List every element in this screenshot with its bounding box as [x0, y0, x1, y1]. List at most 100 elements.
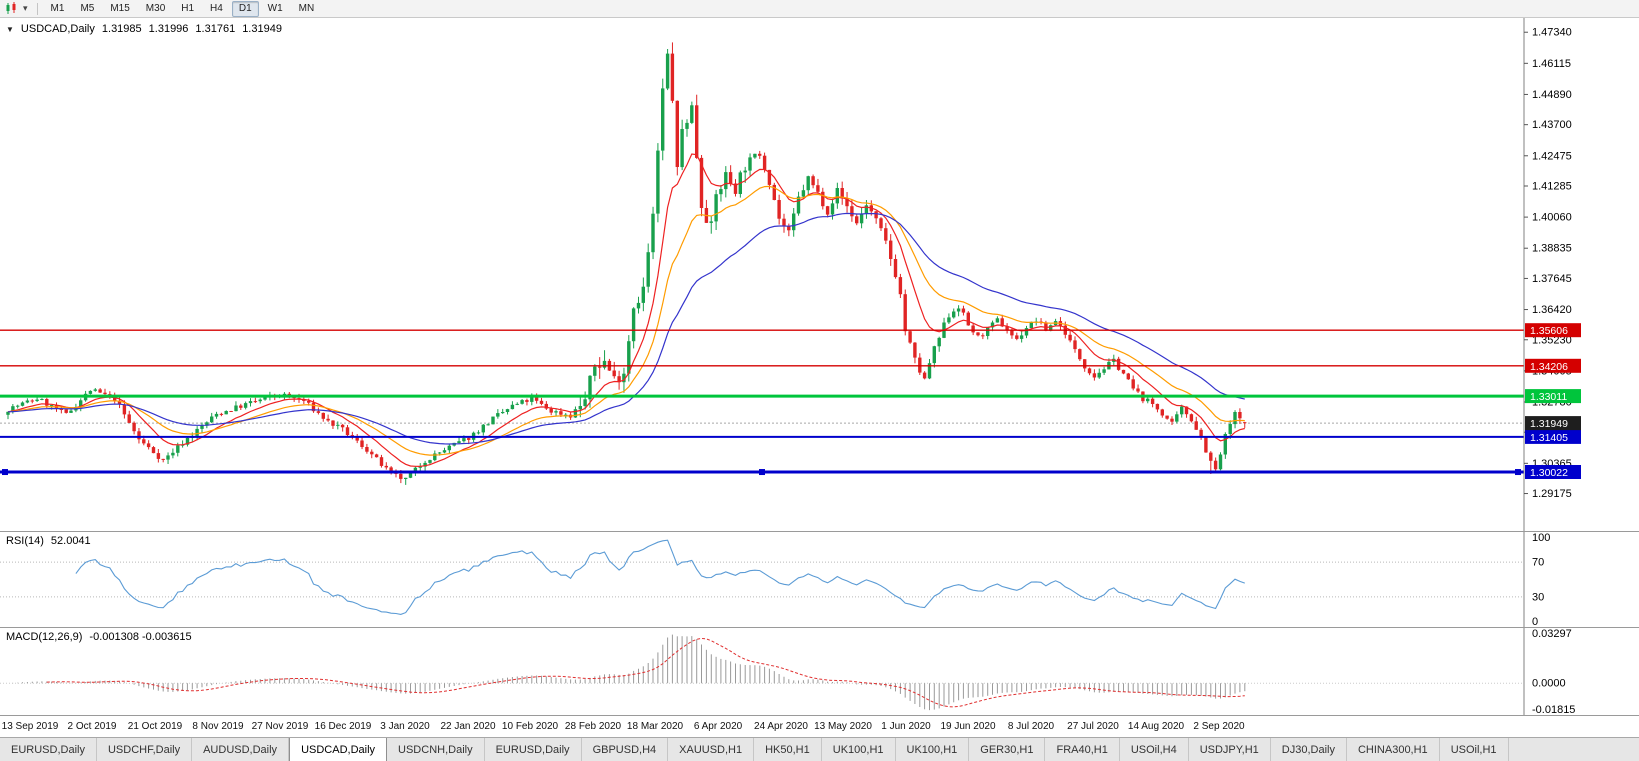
chart-tab-fra40-h1[interactable]: FRA40,H1 [1045, 738, 1120, 761]
moving-average-line-slow[interactable] [7, 212, 1245, 445]
price-badge [1525, 416, 1581, 431]
panel-separator[interactable] [0, 715, 1639, 716]
timeframe-button-m15[interactable]: M15 [110, 2, 130, 14]
macd-axis-label: -0.01815 [1532, 704, 1575, 715]
timeframe-button-m5[interactable]: M5 [80, 2, 95, 14]
timeframe-button-m1[interactable]: M1 [50, 2, 65, 14]
chart-tab-dj30-daily[interactable]: DJ30,Daily [1270, 738, 1347, 761]
rsi-canvas[interactable]: 100 70 30 0 [0, 532, 1639, 627]
price-axis-label: 1.36420 [1532, 304, 1572, 316]
rsi-axis-label: 0 [1532, 616, 1538, 627]
rsi-indicator-panel[interactable]: 100 70 30 0 RSI(14) 52.0041 [0, 532, 1639, 627]
chart-tab-usoil-h4[interactable]: USOil,H4 [1119, 738, 1189, 761]
chart-tab-usdcad-daily[interactable]: USDCAD,Daily [289, 738, 388, 761]
macd-signal-line [46, 637, 1245, 708]
chart-tab-audusd-daily[interactable]: AUDUSD,Daily [192, 738, 290, 761]
date-label: 28 Feb 2020 [564, 721, 622, 732]
chart-tab-hk50-h1[interactable]: HK50,H1 [754, 738, 822, 761]
date-label: 16 Dec 2019 [314, 721, 372, 732]
rsi-axis-label: 30 [1532, 591, 1544, 603]
line-handle[interactable] [759, 469, 765, 476]
date-label: 8 Jul 2020 [1007, 721, 1055, 732]
date-label: 10 Feb 2020 [501, 721, 559, 732]
date-label: 18 Mar 2020 [626, 721, 684, 732]
panel-separator[interactable] [0, 531, 1639, 532]
timeframe-button-d1[interactable]: D1 [231, 0, 259, 17]
price-chart-panel[interactable]: 1.47340 1.46115 1.44890 1.43700 1.42475 1.412… [0, 18, 1639, 531]
panel-separator[interactable] [0, 627, 1639, 628]
price-badge [1525, 389, 1581, 404]
rsi-line [75, 539, 1245, 615]
chart-tab-usoil-h1[interactable]: USOil,H1 [1439, 738, 1509, 761]
chart-tabs-bar: EURUSD,Daily USDCHF,Daily AUDUSD,Daily USDC… [0, 737, 1639, 761]
moving-average-line-fast[interactable] [7, 153, 1245, 468]
price-badge-label: 1.34206 [1530, 361, 1568, 373]
macd-axis-label: 0.0000 [1532, 678, 1566, 690]
macd-canvas[interactable]: 0.03297 0.0000 -0.01815 [0, 628, 1639, 715]
date-label: 21 Oct 2019 [127, 721, 183, 732]
chart-type-dropdown-icon[interactable]: ▾ [23, 3, 28, 13]
price-axis-label: 1.46115 [1532, 58, 1571, 70]
timeframe-button-mn[interactable]: MN [298, 2, 315, 14]
date-label: 2 Oct 2019 [67, 721, 117, 732]
date-label: 8 Nov 2019 [192, 721, 244, 732]
chart-tab-eurusd-daily[interactable]: EURUSD,Daily [484, 738, 582, 761]
timeframe-button-h1[interactable]: H1 [181, 2, 195, 14]
date-label: 13 Sep 2019 [1, 721, 59, 732]
price-badge-label: 1.31949 [1530, 418, 1568, 430]
price-badge-label: 1.30022 [1530, 467, 1568, 479]
price-axis-label: 1.43700 [1532, 119, 1572, 131]
price-axis-label: 1.40060 [1532, 212, 1572, 224]
chart-tab-xauusd-h1[interactable]: XAUUSD,H1 [668, 738, 755, 761]
date-label: 22 Jan 2020 [440, 721, 496, 732]
chart-tab-china300-h1[interactable]: CHINA300,H1 [1346, 738, 1440, 761]
price-axis-label: 1.42475 [1532, 150, 1572, 162]
macd-indicator-panel[interactable]: 0.03297 0.0000 -0.01815 MACD(12,26,9) -0.0… [0, 628, 1639, 715]
date-label: 2 Sep 2020 [1193, 721, 1245, 732]
timeframe-buttons: M1 M5 M15 M30 H1 H4 D1 W1 MN [44, 0, 322, 17]
time-axis[interactable]: 13 Sep 2019 2 Oct 2019 21 Oct 2019 8 Nov 20… [0, 716, 1639, 737]
price-axis-label: 1.29175 [1532, 488, 1572, 500]
price-badge-label: 1.35606 [1530, 325, 1568, 337]
price-badge [1525, 323, 1581, 338]
date-label: 14 Aug 2020 [1127, 721, 1185, 732]
price-axis-label: 1.47340 [1532, 27, 1572, 39]
macd-axis-label: 0.03297 [1532, 628, 1572, 640]
chart-tab-eurusd-daily[interactable]: EURUSD,Daily [0, 738, 97, 761]
rsi-axis-label: 100 [1532, 532, 1550, 544]
price-axis-label: 1.38835 [1532, 243, 1572, 255]
chart-tab-usdchf-daily[interactable]: USDCHF,Daily [96, 738, 193, 761]
chart-tab-usdcnh-daily[interactable]: USDCNH,Daily [387, 738, 485, 761]
timeframe-button-h4[interactable]: H4 [210, 2, 223, 14]
chart-tab-uk100-h1[interactable]: UK100,H1 [821, 738, 896, 761]
price-axis-label: 1.37645 [1532, 273, 1572, 285]
line-handle[interactable] [1515, 469, 1521, 476]
price-badge-label: 1.31405 [1530, 432, 1568, 444]
chart-tab-ger30-h1[interactable]: GER30,H1 [969, 738, 1046, 761]
moving-average-line-medium[interactable] [7, 185, 1245, 456]
timeframe-button-m30[interactable]: M30 [145, 2, 166, 14]
timeframe-button-w1[interactable]: W1 [267, 2, 283, 14]
chart-toolbar: ▾ M1 M5 M15 M30 H1 H4 D1 W1 MN [0, 0, 1639, 18]
price-axis-label: 1.35230 [1532, 334, 1572, 346]
candlesticks[interactable] [6, 42, 1247, 485]
line-handle[interactable] [2, 469, 8, 476]
toolbar-separator [36, 2, 38, 15]
price-badge [1525, 429, 1581, 444]
date-label: 13 May 2020 [814, 721, 872, 732]
chart-tab-uk100-h1[interactable]: UK100,H1 [895, 738, 970, 761]
price-badge [1525, 358, 1581, 373]
candlestick-chart-icon[interactable] [4, 2, 19, 15]
chart-tab-gbpusd-h4[interactable]: GBPUSD,H4 [581, 738, 669, 761]
price-badge-label: 1.33011 [1530, 391, 1567, 403]
date-label: 19 Jun 2020 [940, 721, 996, 732]
price-chart-canvas[interactable]: 1.47340 1.46115 1.44890 1.43700 1.42475 1.412… [0, 18, 1639, 531]
price-badge [1525, 465, 1581, 479]
price-axis-label: 1.41285 [1532, 181, 1572, 193]
date-label: 27 Jul 2020 [1067, 721, 1119, 732]
date-label: 24 Apr 2020 [754, 721, 808, 732]
date-label: 3 Jan 2020 [380, 721, 430, 732]
chart-tab-usdjpy-h1[interactable]: USDJPY,H1 [1188, 738, 1271, 761]
macd-histogram [12, 634, 1246, 711]
